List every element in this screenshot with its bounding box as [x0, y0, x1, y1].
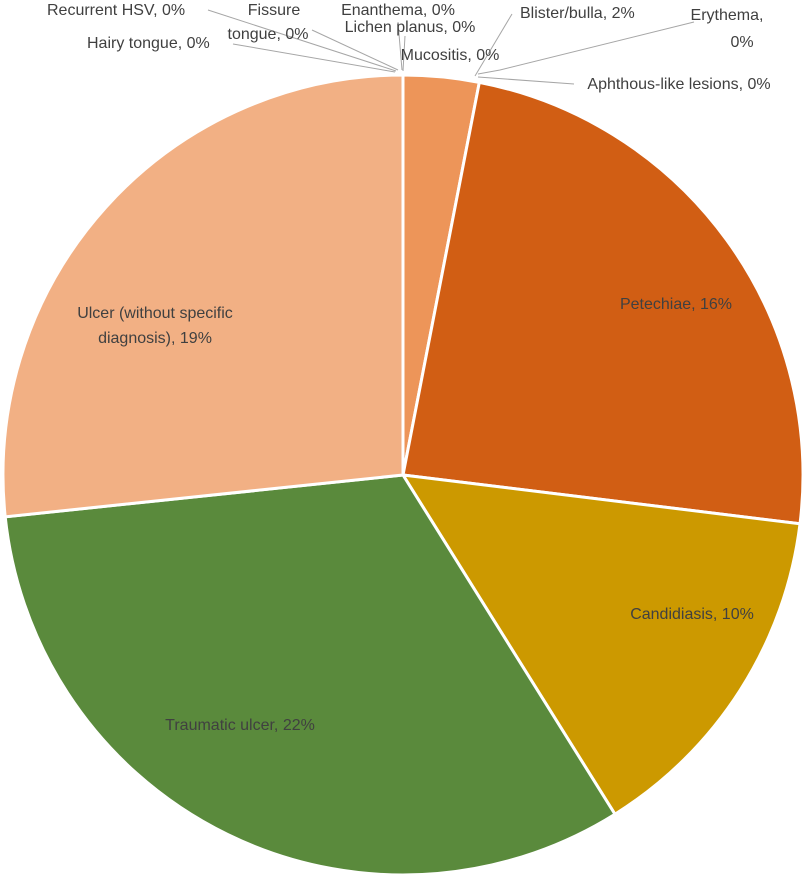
- leader-line-hairy-tongue: [232, 43, 396, 73]
- data-label-petechiae: Petechiae, 16%: [620, 296, 732, 313]
- data-label-recurrent-hsv: Recurrent HSV, 0%: [47, 2, 185, 19]
- pie-slice-ulcer-without-specific-diagnosis: [1, 73, 405, 519]
- data-label-mucositis: Mucositis, 0%: [401, 47, 500, 64]
- data-label-erythema: Erythema, 0%Erythema, 0%: [691, 7, 764, 51]
- leader-line-blister-bulla: [474, 13, 513, 77]
- leader-line-erythema: [477, 21, 695, 75]
- data-label-ulcer-without-specific-diagnosis: Ulcer (without specific diagnosis), 19%Ul…: [77, 305, 233, 347]
- leader-line-enanthema: [397, 21, 403, 71]
- data-label-blister-bulla: Blister/bulla, 2%: [520, 5, 635, 22]
- leader-lines: [207, 9, 695, 85]
- data-label-enanthema: Enanthema, 0%: [341, 2, 455, 19]
- leader-line-fissure-tongue: [311, 29, 399, 71]
- pie-slice-petechiae: [401, 80, 805, 526]
- data-label-traumatic-ulcer: Traumatic ulcer, 22%: [165, 717, 315, 734]
- leader-line-recurrent-hsv: [207, 9, 397, 72]
- leader-line-aphthous-like-lesions: [477, 76, 575, 85]
- pie-slice-traumatic-ulcer: [3, 473, 618, 877]
- data-label-aphthous-like-lesions: Aphthous-like lesions, 0%: [587, 76, 770, 93]
- data-label-lichen-planus: Lichen planus, 0%: [345, 19, 476, 36]
- leader-line-lichen-planus: [402, 35, 406, 72]
- data-label-candidiasis: Candidiasis, 10%: [630, 606, 754, 623]
- pie-slices: [1, 73, 805, 877]
- data-label-fissure-tongue: Fissure tongue, 0%Fissure tongue, 0%: [228, 2, 309, 43]
- data-labels: Blister/bulla, 2% Petechiae, 16% Candidias…: [47, 2, 771, 734]
- pie-slice-candidiasis: [400, 473, 802, 817]
- data-label-hairy-tongue: Hairy tongue, 0%: [87, 35, 210, 52]
